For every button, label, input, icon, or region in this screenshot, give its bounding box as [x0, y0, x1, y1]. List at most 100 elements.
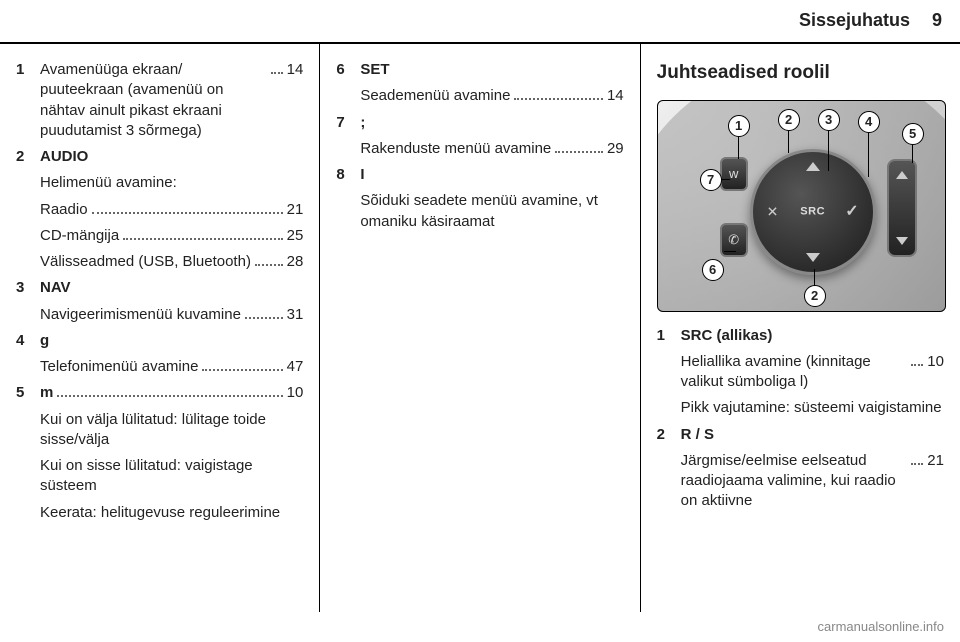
subitem-page: 29: [607, 139, 624, 159]
subitem-page: 21: [287, 200, 304, 220]
item-number: 7: [336, 113, 360, 133]
item-label: m: [40, 383, 53, 403]
dot-leader: [255, 252, 283, 266]
voice-button: w: [720, 157, 748, 191]
item-label: SRC (allikas): [681, 326, 773, 346]
dot-leader: [202, 357, 282, 371]
subitem-label: Heliallika avamine (kinnitage valikut sü…: [681, 352, 908, 393]
item-number: 2: [16, 147, 40, 167]
item-8: 8 I: [336, 165, 623, 185]
subitem-page: 10: [927, 352, 944, 372]
subitem: Raadio 21: [40, 200, 303, 220]
item-label: ;: [360, 113, 365, 133]
item-5: 5 m 10: [16, 383, 303, 403]
src-label: SRC: [800, 204, 825, 219]
dot-leader: [123, 226, 282, 240]
item-number: 6: [336, 60, 360, 80]
leader-line: [912, 145, 914, 163]
subitem-label: CD-mängija: [40, 226, 119, 246]
callout-1: 1: [728, 115, 750, 137]
subitem: Navigeerimismenüü kuvamine 31: [40, 305, 303, 325]
item-label: I: [360, 165, 364, 185]
item-page: 14: [287, 60, 304, 80]
subitem: Telefonimenüü avamine 47: [40, 357, 303, 377]
column-1: 1 Avamenüüga ekraan/ puuteekraan (avamen…: [0, 42, 320, 612]
header-title: Sissejuhatus: [799, 10, 910, 31]
item-4: 4 g: [16, 331, 303, 351]
leader-line: [814, 269, 816, 287]
item-label: AUDIO: [40, 147, 88, 167]
item-label: Avamenüüga ekraan/ puuteekraan (avamenüü…: [40, 60, 267, 141]
subitem-label: Sõiduki seadete menüü avamine, vt omanik…: [360, 192, 598, 229]
subitem-label: Raadio: [40, 200, 88, 220]
dot-leader: [92, 200, 283, 214]
check-icon: ✓: [845, 201, 858, 223]
item-1: 1 SRC (allikas): [657, 326, 944, 346]
leader-line: [868, 133, 870, 177]
dot-leader: [245, 305, 283, 319]
subitem: Keerata: helitugevuse reguleerimine: [40, 503, 303, 523]
subitem-page: 21: [927, 451, 944, 471]
callout-4: 4: [858, 111, 880, 133]
subitem: Seademenüü avamine 14: [360, 86, 623, 106]
column-2: 6 SET Seademenüü avamine 14 7 ; Rakendust…: [320, 42, 640, 612]
up-icon: [806, 162, 820, 171]
subitem: Kui on sisse lülitatud: vaigistage süste…: [40, 456, 303, 497]
columns-wrapper: 1 Avamenüüga ekraan/ puuteekraan (avamen…: [0, 42, 960, 612]
item-page: 10: [287, 383, 304, 403]
subitem: CD-mängija25: [40, 226, 303, 246]
item-6: 6 SET: [336, 60, 623, 80]
leader-line: [724, 251, 736, 253]
dot-leader: [555, 139, 603, 153]
subitem: Välisseadmed (USB, Bluetooth)28: [40, 252, 303, 272]
dot-leader: [271, 60, 283, 74]
subitem-page: 47: [287, 357, 304, 377]
callout-3: 3: [818, 109, 840, 131]
callout-2b: 2: [804, 285, 826, 307]
dpad: ✕ ✓ SRC: [750, 149, 876, 275]
item-number: 5: [16, 383, 40, 403]
subitem-page: 14: [607, 86, 624, 106]
callout-6: 6: [702, 259, 724, 281]
volume-rocker: [887, 159, 917, 257]
item-7: 7 ;: [336, 113, 623, 133]
subitem: Heliallika avamine (kinnitage valikut sü…: [681, 352, 944, 393]
mute-icon: ✕: [767, 202, 779, 221]
subitem-label: Kui on sisse lülitatud: vaigistage süste…: [40, 457, 253, 494]
leader-line: [738, 137, 740, 159]
item-3: 3 NAV: [16, 278, 303, 298]
item-number: 1: [657, 326, 681, 346]
subitem-page: 28: [287, 252, 304, 272]
leader-line: [828, 131, 830, 171]
steering-wheel-diagram: w ✆ ✕ ✓ SRC 1 2 3 4 5 6 7: [657, 100, 946, 312]
item-label: g: [40, 331, 49, 351]
watermark: carmanualsonline.info: [818, 619, 944, 634]
subitem-label: Navigeerimismenüü kuvamine: [40, 305, 241, 325]
item-label: SET: [360, 60, 389, 80]
callout-5: 5: [902, 123, 924, 145]
dot-leader: [911, 451, 923, 465]
item-number: 2: [657, 425, 681, 445]
voice-icon: w: [722, 159, 746, 189]
subitem: Rakenduste menüü avamine29: [360, 139, 623, 159]
volume-up-icon: [896, 171, 908, 179]
subitem-label: Seademenüü avamine: [360, 86, 510, 106]
subitem-label: Keerata: helitugevuse reguleerimine: [40, 504, 280, 521]
subitem-page: 31: [287, 305, 304, 325]
item-number: 8: [336, 165, 360, 185]
callout-2: 2: [778, 109, 800, 131]
page-root: Sissejuhatus 9 1 Avamenüüga ekraan/ puut…: [0, 0, 960, 642]
page-header: Sissejuhatus 9: [0, 0, 960, 44]
down-icon: [806, 253, 820, 262]
subitem: Pikk vajutamine: süsteemi vaigistamine: [681, 398, 944, 418]
subitem-label: Helimenüü avamine:: [40, 174, 177, 191]
item-1: 1 Avamenüüga ekraan/ puuteekraan (avamen…: [16, 60, 303, 141]
subitem: Kui on välja lülitatud: lülitage toide s…: [40, 410, 303, 451]
item-number: 4: [16, 331, 40, 351]
subitem-label: Telefonimenüü avamine: [40, 357, 198, 377]
leader-line: [722, 179, 730, 181]
item-label: NAV: [40, 278, 71, 298]
callout-7: 7: [700, 169, 722, 191]
item-number: 3: [16, 278, 40, 298]
item-label: R / S: [681, 425, 714, 445]
